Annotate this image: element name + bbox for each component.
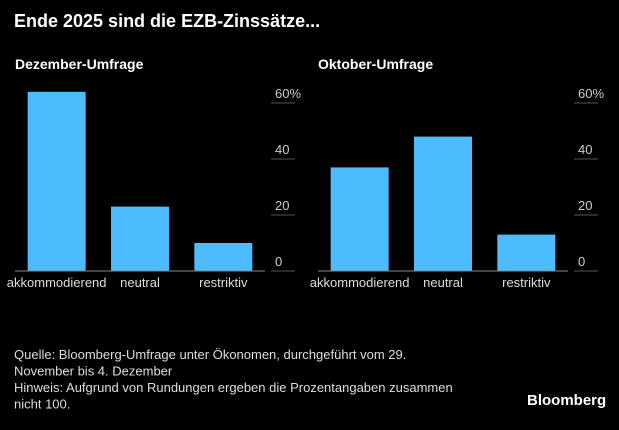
y-tick-label: 20 xyxy=(578,198,592,213)
bar xyxy=(330,167,389,271)
bar xyxy=(111,206,169,271)
x-tick-label: akkommodierend xyxy=(7,275,107,290)
y-tick-label: 60% xyxy=(275,86,301,101)
footnote: nicht 100. xyxy=(14,397,70,412)
brand: Bloomberg xyxy=(527,392,606,409)
footnote: Hinweis: Aufgrund von Rundungen ergeben … xyxy=(14,380,453,395)
bar xyxy=(194,243,253,271)
y-tick-label: 60% xyxy=(578,86,604,101)
footnote: November bis 4. Dezember xyxy=(14,364,173,379)
y-tick-label: 40 xyxy=(275,142,289,157)
page-title: Ende 2025 sind die EZB-Zinssätze... xyxy=(14,11,320,31)
x-tick-label: restriktiv xyxy=(199,275,248,290)
x-tick-label: restriktiv xyxy=(502,275,551,290)
y-tick-label: 40 xyxy=(578,142,592,157)
bar xyxy=(414,136,472,271)
bar xyxy=(27,91,86,271)
y-tick-label: 0 xyxy=(275,254,282,269)
x-tick-label: neutral xyxy=(120,275,160,290)
x-tick-label: akkommodierend xyxy=(310,275,410,290)
bar xyxy=(497,234,556,271)
y-tick-label: 20 xyxy=(275,198,289,213)
chart-title: Oktober-Umfrage xyxy=(318,56,433,72)
chart-title: Dezember-Umfrage xyxy=(15,56,144,72)
x-tick-label: neutral xyxy=(423,275,463,290)
y-tick-label: 0 xyxy=(578,254,585,269)
footnote: Quelle: Bloomberg-Umfrage unter Ökonomen… xyxy=(14,347,406,362)
